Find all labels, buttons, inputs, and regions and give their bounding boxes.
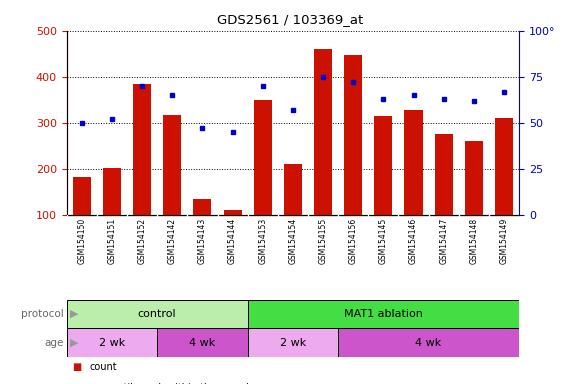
Bar	[157, 328, 248, 357]
Text: MAT1 ablation: MAT1 ablation	[344, 309, 423, 319]
Bar	[404, 111, 423, 215]
Bar	[103, 169, 121, 215]
Bar	[133, 84, 151, 215]
Text: ■: ■	[72, 362, 82, 372]
Text: 4 wk: 4 wk	[189, 338, 216, 348]
Bar	[163, 114, 182, 215]
Text: control: control	[138, 309, 176, 319]
Text: GSM154153: GSM154153	[258, 218, 267, 264]
Bar	[465, 141, 483, 215]
Text: GSM154145: GSM154145	[379, 218, 388, 264]
Text: percentile rank within the sample: percentile rank within the sample	[90, 383, 255, 384]
Text: GSM154146: GSM154146	[409, 218, 418, 264]
Text: GSM154148: GSM154148	[469, 218, 478, 264]
Bar	[495, 118, 513, 215]
Text: GSM154154: GSM154154	[288, 218, 298, 264]
Text: GSM154149: GSM154149	[499, 218, 509, 264]
Text: GSM154144: GSM154144	[228, 218, 237, 264]
Bar	[193, 199, 212, 215]
Text: GSM154156: GSM154156	[349, 218, 358, 264]
Text: ■: ■	[72, 383, 82, 384]
Bar	[434, 134, 453, 215]
Text: ▶: ▶	[70, 338, 78, 348]
Text: GSM154143: GSM154143	[198, 218, 207, 264]
Text: GSM154142: GSM154142	[168, 218, 177, 264]
Text: GSM154155: GSM154155	[318, 218, 328, 264]
Bar	[67, 300, 248, 328]
Text: GSM154152: GSM154152	[137, 218, 147, 264]
Bar	[248, 328, 338, 357]
Bar	[344, 55, 362, 215]
Bar	[253, 100, 272, 215]
Text: ▶: ▶	[70, 309, 78, 319]
Text: 2 wk: 2 wk	[99, 338, 125, 348]
Text: GSM154151: GSM154151	[107, 218, 117, 264]
Bar	[223, 210, 242, 215]
Text: count: count	[90, 362, 118, 372]
Text: protocol: protocol	[21, 309, 64, 319]
Text: 2 wk: 2 wk	[280, 338, 306, 348]
Bar	[248, 300, 519, 328]
Bar	[67, 328, 157, 357]
Bar	[374, 116, 393, 215]
Text: GSM154147: GSM154147	[439, 218, 448, 264]
Text: 4 wk: 4 wk	[415, 338, 442, 348]
Bar	[338, 328, 519, 357]
Bar	[314, 49, 332, 215]
Text: age: age	[45, 338, 64, 348]
Text: GSM154150: GSM154150	[77, 218, 86, 264]
Bar	[284, 164, 302, 215]
Text: GDS2561 / 103369_at: GDS2561 / 103369_at	[217, 13, 363, 26]
Bar	[72, 177, 91, 215]
